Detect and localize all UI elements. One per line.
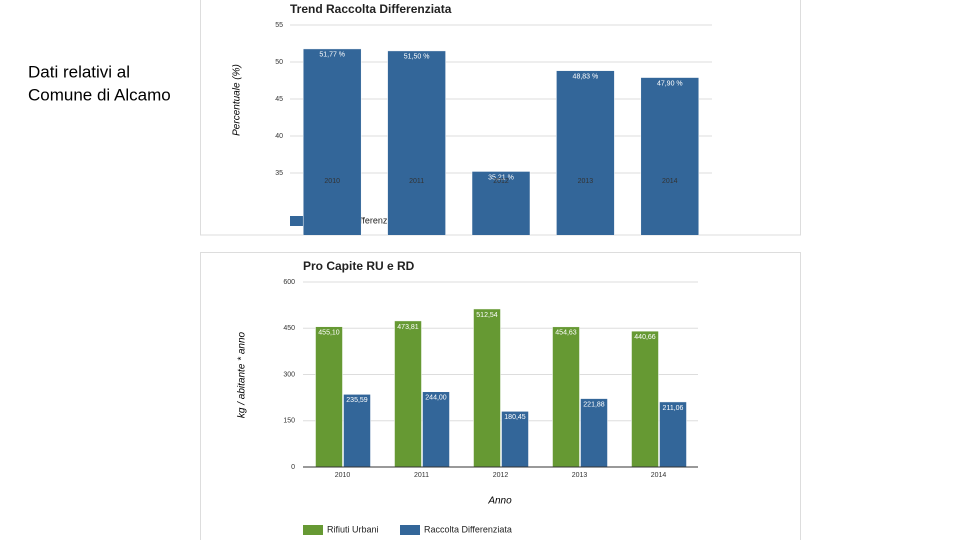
y-tick-label: 300: [283, 371, 295, 378]
value-label: 35,21 %: [488, 174, 514, 181]
bar: [387, 50, 446, 235]
value-label: 51,50 %: [404, 54, 430, 61]
bar: [659, 401, 687, 468]
bar: [552, 326, 580, 468]
chart-title: Pro Capite RU e RD: [303, 259, 415, 273]
side-text: Comune di Alcamo: [28, 85, 171, 104]
y-axis-label: Percentuale (%): [232, 64, 243, 136]
value-label: 180,45: [504, 414, 526, 421]
legend-swatch: [400, 525, 420, 535]
bar: [422, 391, 450, 468]
legend-swatch: [303, 525, 323, 535]
x-tick-label: 2011: [414, 472, 429, 479]
y-tick-label: 150: [283, 418, 295, 425]
legend-swatch: [290, 216, 310, 226]
x-tick-label: 2013: [572, 472, 588, 479]
value-label: 454,63: [555, 330, 577, 337]
bar: [394, 320, 422, 468]
y-axis-label: kg / abitante * anno: [237, 331, 248, 418]
legend-label: Rifiuti Urbani: [327, 524, 379, 534]
legend-label: Raccolta Differenziata: [424, 524, 512, 534]
value-label: 512,54: [476, 312, 498, 319]
bar: [640, 77, 700, 235]
bar: [471, 171, 531, 235]
bar: [631, 330, 659, 468]
y-tick-label: 0: [291, 464, 295, 471]
bar: [315, 326, 343, 468]
bar: [343, 394, 371, 468]
x-tick-label: 2012: [493, 472, 509, 479]
bar: [302, 48, 362, 235]
bar: [580, 398, 608, 468]
y-tick-label: 600: [283, 279, 295, 286]
chart-title: Trend Raccolta Differenziata: [290, 2, 452, 16]
value-label: 211,06: [663, 405, 684, 412]
x-axis-label: Anno: [487, 496, 512, 507]
y-tick-label: 35: [275, 170, 283, 177]
value-label: 221,88: [583, 401, 605, 408]
chart: Trend Raccolta Differenziata Percentuale …: [232, 2, 712, 235]
value-label: 455,10: [318, 330, 340, 337]
y-tick-label: 40: [275, 133, 283, 140]
x-tick-label: 2010: [324, 178, 340, 185]
x-tick-label: 2010: [335, 472, 351, 479]
y-tick-label: 45: [275, 96, 283, 103]
bar: [501, 411, 529, 468]
side-text: Dati relativi al: [28, 62, 130, 81]
y-tick-label: 450: [283, 325, 295, 332]
value-label: 47,90 %: [657, 80, 683, 87]
value-label: 440,66: [634, 334, 656, 341]
x-tick-label: 2011: [409, 178, 424, 185]
value-label: 48,83 %: [573, 74, 599, 81]
chart: Pro Capite RU e RD kg / abitante * anno An…: [237, 259, 698, 535]
value-label: 51,77 %: [319, 52, 345, 59]
value-label: 235,59: [346, 397, 368, 404]
bar: [473, 308, 501, 468]
x-tick-label: 2014: [651, 472, 667, 479]
x-tick-label: 2013: [578, 178, 594, 185]
value-label: 244,00: [425, 395, 447, 402]
y-tick-label: 55: [275, 22, 283, 29]
y-tick-label: 50: [275, 59, 283, 66]
bar: [556, 70, 615, 235]
x-tick-label: 2012: [493, 178, 509, 185]
value-label: 473,81: [397, 324, 419, 331]
x-tick-label: 2014: [662, 178, 678, 185]
